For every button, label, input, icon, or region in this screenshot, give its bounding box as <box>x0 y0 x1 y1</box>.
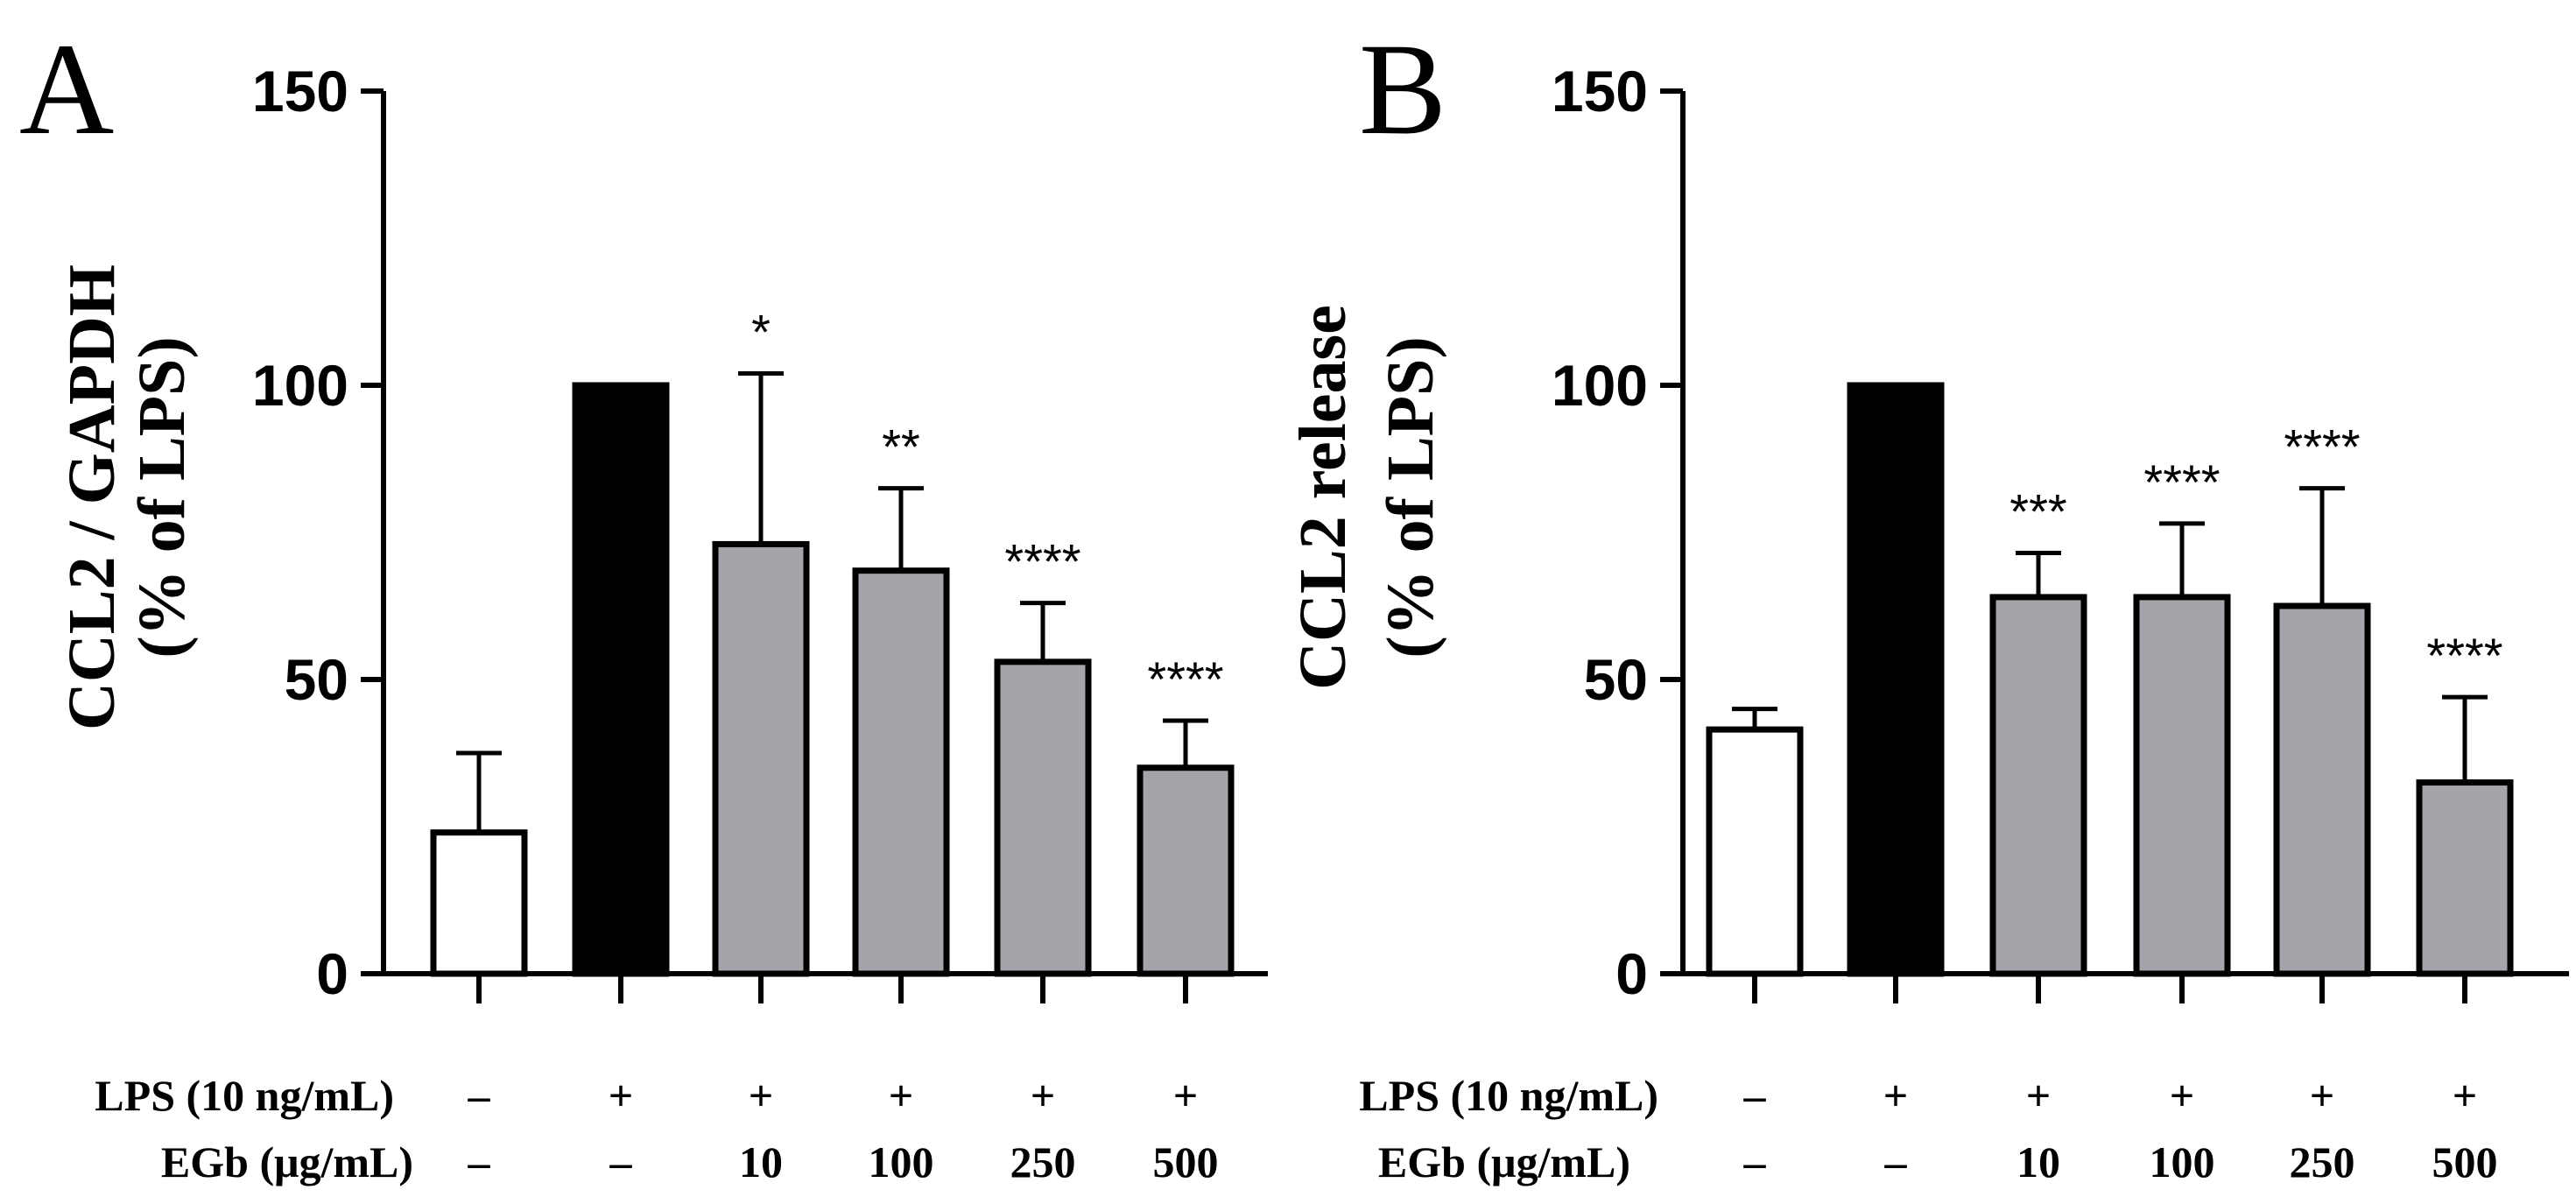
chart-panel-b: B CCL2 release (% of LPS) 0 50 100 150 – – + – *** +… <box>1286 17 2569 1186</box>
bar <box>430 829 528 977</box>
y-tick-label: 50 <box>285 647 348 712</box>
egb-condition-value: 500 <box>2432 1137 2498 1186</box>
lps-condition-value: + <box>1031 1071 1056 1120</box>
egb-condition-value: 500 <box>1153 1137 1219 1186</box>
y-tick-label: 0 <box>1615 941 1648 1006</box>
panel-letter: A <box>19 17 114 162</box>
y-axis-label: CCL2 / GAPDH <box>55 264 129 730</box>
bar <box>2273 602 2371 977</box>
lps-condition-value: + <box>2453 1071 2478 1120</box>
bar <box>1847 382 1945 977</box>
bar <box>572 382 670 977</box>
egb-condition-value: 10 <box>739 1137 783 1186</box>
significance-label: * <box>751 305 771 360</box>
chart-panel-a: A CCL2 / GAPDH(% of LPS) 0 50 100 150 – – + – * +10… <box>19 17 1268 1186</box>
lps-row-label: LPS (10 ng/mL) <box>1359 1071 1658 1120</box>
lps-condition-value: + <box>2170 1071 2195 1120</box>
bar <box>712 540 810 977</box>
egb-condition-value: – <box>468 1137 491 1186</box>
lps-condition-value: + <box>2310 1071 2335 1120</box>
y-axis-label-units: (% of LPS) <box>125 336 199 658</box>
egb-condition-value: 250 <box>1010 1137 1076 1186</box>
significance-label: **** <box>2426 628 2502 683</box>
lps-condition-value: + <box>609 1071 634 1120</box>
egb-condition-value: – <box>609 1137 633 1186</box>
y-axis-label: CCL2 release <box>1286 305 1360 690</box>
egb-row-label: EGb (μg/mL) <box>161 1137 413 1186</box>
lps-condition-value: + <box>1173 1071 1199 1120</box>
significance-label: *** <box>2009 484 2066 539</box>
y-tick-label: 0 <box>316 941 348 1006</box>
lps-condition-value: + <box>749 1071 774 1120</box>
bar <box>1706 726 1804 977</box>
panel-letter: B <box>1359 17 1446 162</box>
significance-label: **** <box>2143 454 2220 510</box>
y-axis-label-units: (% of LPS) <box>1374 336 1447 658</box>
significance-label: **** <box>1004 534 1080 589</box>
egb-condition-value: – <box>1743 1137 1767 1186</box>
egb-condition-value: – <box>1884 1137 1908 1186</box>
lps-condition-value: – <box>1743 1071 1767 1120</box>
lps-condition-value: – <box>468 1071 491 1120</box>
bar <box>852 567 950 977</box>
lps-condition-value: + <box>889 1071 914 1120</box>
egb-condition-value: 10 <box>2016 1137 2060 1186</box>
bar <box>2133 594 2231 977</box>
y-tick-label: 150 <box>252 59 348 123</box>
y-tick-label: 100 <box>252 353 348 418</box>
y-tick-label: 100 <box>1552 353 1648 418</box>
lps-condition-value: + <box>1883 1071 1909 1120</box>
bar <box>1989 594 2087 977</box>
egb-condition-value: 100 <box>2150 1137 2215 1186</box>
bar <box>2416 779 2514 977</box>
bar <box>1137 764 1235 977</box>
significance-label: ** <box>882 419 920 475</box>
significance-label: **** <box>2284 419 2360 475</box>
egb-condition-value: 100 <box>869 1137 934 1186</box>
y-tick-label: 50 <box>1584 647 1648 712</box>
lps-row-label: LPS (10 ng/mL) <box>95 1071 394 1120</box>
bar <box>994 658 1092 977</box>
egb-row-label: EGb (μg/mL) <box>1378 1137 1630 1186</box>
egb-condition-value: 250 <box>2290 1137 2355 1186</box>
y-tick-label: 150 <box>1552 59 1648 123</box>
lps-condition-value: + <box>2026 1071 2052 1120</box>
significance-label: **** <box>1147 651 1223 707</box>
